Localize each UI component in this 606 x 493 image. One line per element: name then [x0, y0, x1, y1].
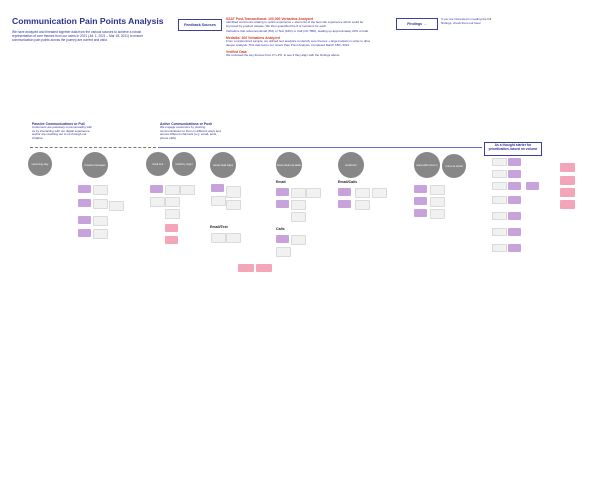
sticky-note	[291, 188, 306, 198]
sticky-note	[291, 212, 306, 222]
sticky-note	[291, 200, 306, 210]
source-heading-medallia: Medallia: 400 Verbatims Analyzed	[226, 36, 280, 41]
sticky-note	[560, 188, 575, 197]
sticky-note	[211, 196, 226, 206]
stage-circle: issue with move in	[414, 152, 440, 178]
label-email-text: Email/Text	[210, 225, 228, 229]
thought-starter-box: As a thought starter for prioritization,…	[484, 142, 542, 156]
stage-circle: rental by mgmt	[172, 152, 196, 176]
active-divider	[158, 147, 482, 148]
sticky-note	[165, 224, 178, 232]
active-lane-title: Active Communications or Push	[160, 122, 213, 126]
stage-circle: issues lead stays	[210, 152, 236, 178]
sticky-note	[508, 228, 521, 236]
sticky-note	[276, 200, 289, 208]
sticky-note	[414, 185, 427, 193]
sticky-note	[508, 170, 521, 178]
sticky-note	[150, 197, 165, 207]
passive-lane-title: Passive Communications or Pull	[32, 122, 85, 126]
label-email-calls: Email/Calls	[338, 180, 358, 184]
source-body-ssat: Identified comments relating to online e…	[226, 20, 364, 28]
sticky-note	[165, 185, 180, 195]
sticky-note	[226, 186, 241, 198]
sticky-note	[276, 188, 289, 196]
sticky-note	[560, 163, 575, 172]
label-email: Email	[276, 180, 286, 184]
sources-panel: SSAT Post-Transactional: 100,000 Verbati…	[226, 17, 372, 57]
stage-circle: rental tour	[338, 152, 364, 178]
sticky-note	[508, 158, 521, 166]
sticky-note	[526, 182, 539, 190]
passive-lane: Passive Communications or Pull Customers…	[32, 122, 96, 140]
source-heading-verified: Verified Data	[226, 49, 247, 54]
sticky-note	[492, 170, 507, 178]
active-lane: Active Communications or Push We engage …	[160, 122, 224, 140]
sticky-note	[150, 185, 163, 193]
passive-lane-body: Customers are passively communicating wi…	[32, 125, 93, 140]
sticky-note	[276, 247, 291, 257]
sticky-note	[560, 176, 575, 185]
sticky-note	[78, 229, 91, 237]
sticky-note	[508, 212, 521, 220]
sticky-note	[355, 200, 370, 210]
sticky-note	[238, 264, 254, 272]
stage-circle: future clean up tasks	[276, 152, 302, 178]
sticky-note	[226, 200, 241, 210]
sticky-note	[165, 236, 178, 244]
stage-circle: browse messages	[82, 152, 108, 178]
sticky-note	[492, 228, 507, 236]
sticky-note	[165, 209, 180, 219]
sticky-note	[492, 158, 507, 166]
sticky-note	[93, 216, 108, 226]
stage-circle: unit is at rental	[442, 154, 466, 178]
sticky-note	[276, 235, 289, 243]
stage-circle: book tour	[146, 152, 170, 176]
page-title: Communication Pain Points Analysis	[12, 16, 164, 26]
sticky-note	[355, 188, 370, 198]
sticky-note	[430, 185, 445, 195]
sticky-note	[492, 196, 507, 204]
sticky-note	[78, 216, 91, 224]
source-body-verified: We reviewed the key themes from FY+PO, t…	[226, 52, 341, 57]
sticky-note	[508, 196, 521, 204]
sticky-note	[93, 229, 108, 239]
sticky-note	[211, 184, 224, 192]
sticky-note	[306, 188, 321, 198]
sticky-note	[430, 197, 445, 207]
source-note-ssat: Verbatims that reference Email (6%) or T…	[226, 29, 369, 34]
findings-button[interactable]: Findings →	[396, 18, 438, 30]
sticky-note	[109, 201, 124, 211]
sticky-note	[211, 233, 226, 243]
sticky-note	[93, 185, 108, 195]
sticky-note	[256, 264, 272, 272]
source-heading-ssat: SSAT Post-Transactional: 100,000 Verbati…	[226, 17, 314, 21]
sticky-note	[291, 235, 306, 245]
sticky-note	[93, 199, 108, 209]
sticky-note	[372, 188, 387, 198]
stage-circle: upcoming stay	[28, 152, 52, 176]
intro-text: We have analyzed and threaded together d…	[12, 30, 144, 42]
sticky-note	[165, 197, 180, 207]
feedback-sources-button[interactable]: Feedback Sources	[178, 19, 222, 31]
source-body-medallia: From a randomized sample, we utilized te…	[226, 39, 371, 47]
findings-link-note[interactable]: If you are interested in reading the ful…	[441, 17, 492, 25]
passive-divider	[30, 147, 156, 148]
sticky-note	[508, 244, 521, 252]
sticky-note	[338, 188, 351, 196]
sticky-note	[560, 200, 575, 209]
sticky-note	[492, 182, 507, 190]
sticky-note	[492, 212, 507, 220]
active-lane-body: We engage customers by pushing communica…	[160, 125, 221, 140]
sticky-note	[508, 182, 521, 190]
sticky-note	[338, 200, 351, 208]
label-calls: Calls	[276, 227, 285, 231]
sticky-note	[78, 199, 91, 207]
sticky-note	[414, 197, 427, 205]
sticky-note	[492, 244, 507, 252]
sticky-note	[430, 209, 445, 219]
sticky-note	[78, 185, 91, 193]
sticky-note	[180, 185, 195, 195]
sticky-note	[414, 209, 427, 217]
sticky-note	[226, 233, 241, 243]
